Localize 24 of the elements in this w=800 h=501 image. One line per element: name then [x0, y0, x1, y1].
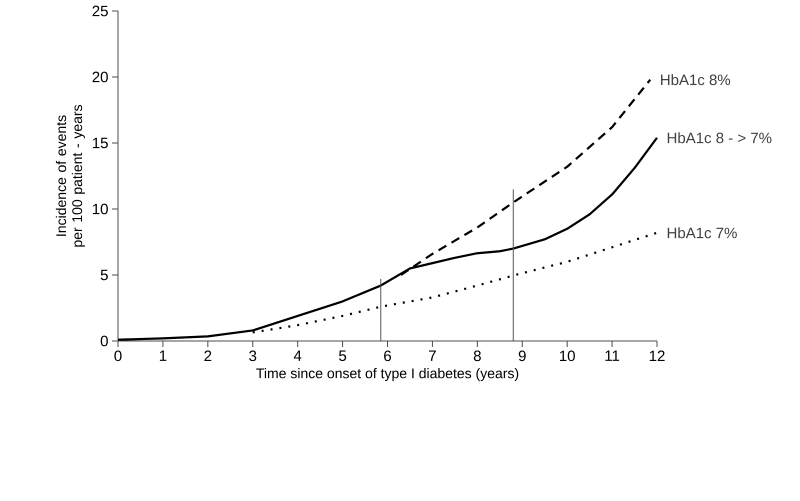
- series-label: HbA1c 8 - > 7%: [668, 132, 772, 144]
- y-tick-label: 0: [100, 336, 108, 346]
- x-tick-label: 10: [560, 350, 575, 362]
- y-tick-label: 5: [100, 270, 108, 280]
- series-label: HbA1c 7%: [668, 227, 737, 238]
- x-tick-label: 9: [518, 350, 526, 362]
- x-axis-title: Time since onset of type I diabetes (years): [256, 368, 518, 382]
- x-tick-label: 6: [384, 350, 392, 362]
- x-tick-label: 5: [339, 350, 346, 361]
- x-tick-label: 1: [160, 350, 166, 361]
- y-tick-label: 25: [92, 6, 108, 16]
- y-tick-label: 20: [92, 72, 108, 82]
- x-tick-label: 3: [249, 350, 256, 362]
- x-tick-label: 2: [204, 350, 212, 362]
- x-tick-label: 7: [429, 350, 436, 361]
- x-tick-label: 8: [474, 350, 481, 362]
- y-tick-label: 15: [92, 138, 108, 148]
- x-tick-label: 11: [605, 350, 620, 361]
- x-tick-label: 4: [294, 350, 302, 361]
- x-tick-label: 0: [114, 350, 122, 362]
- x-tick-label: 12: [650, 350, 665, 362]
- y-tick-label: 10: [92, 204, 108, 214]
- y-axis-title: Incidence of events per 100 patient - years: [56, 104, 85, 247]
- series-label: HbA1c 8%: [661, 74, 730, 86]
